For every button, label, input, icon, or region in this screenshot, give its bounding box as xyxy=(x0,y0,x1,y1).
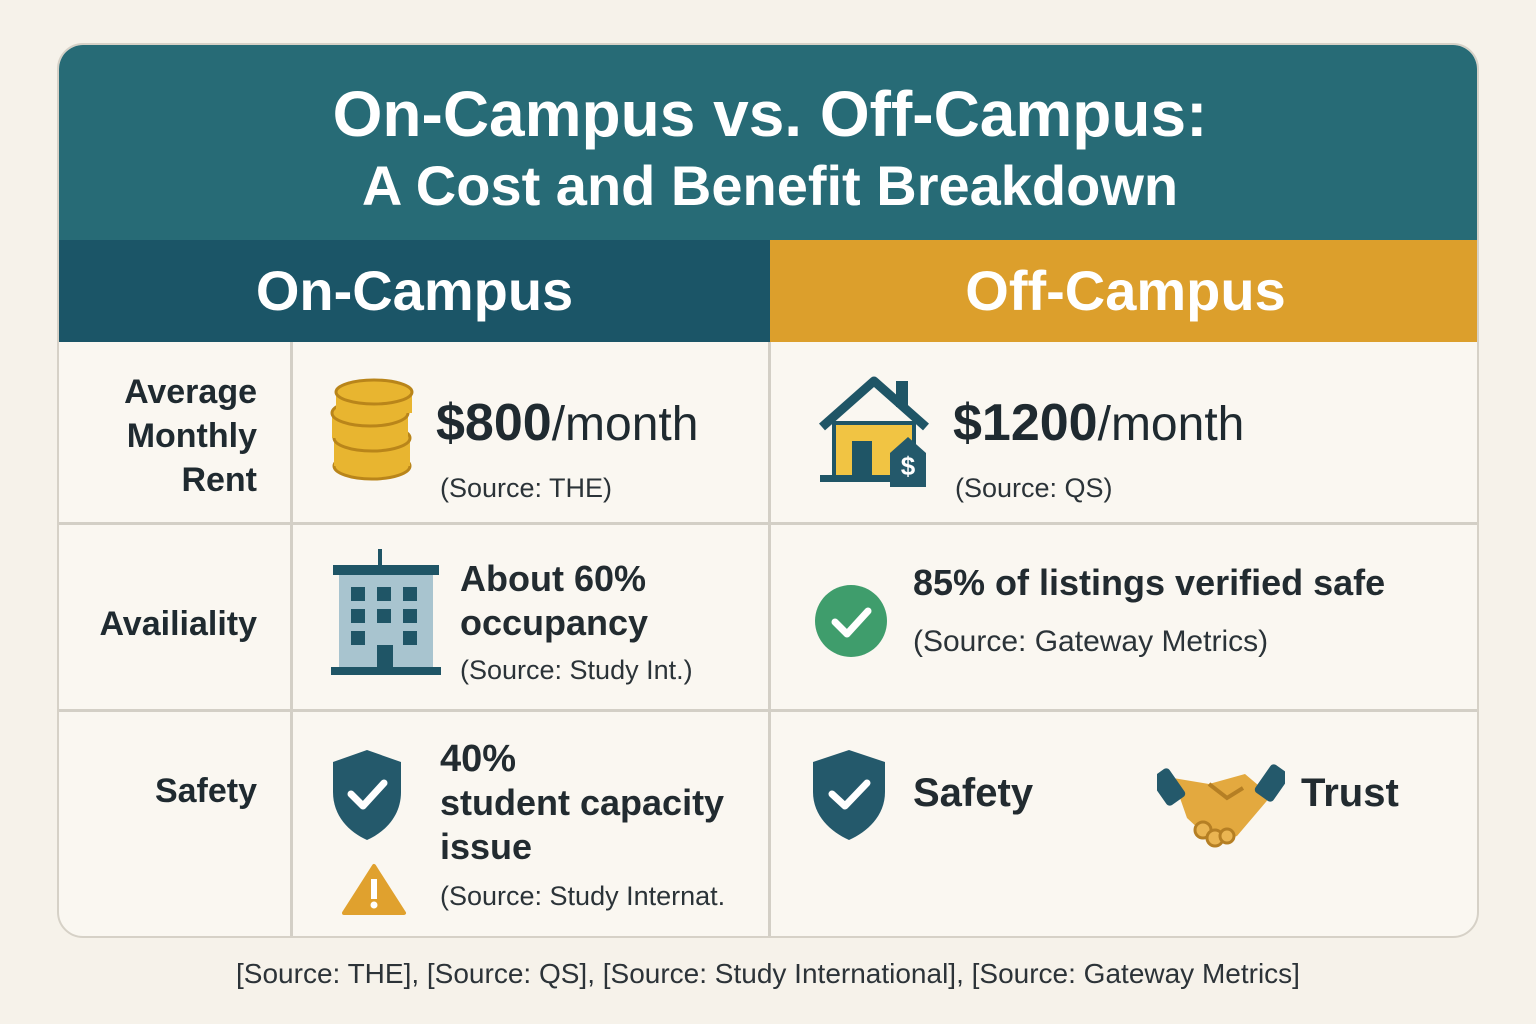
check-icon xyxy=(815,585,887,657)
source: (Source: QS) xyxy=(955,473,1113,503)
building-icon xyxy=(331,549,441,675)
source: (Source: Gateway Metrics) xyxy=(913,625,1269,658)
title: On-Campus vs. Off-Campus: xyxy=(332,78,1208,150)
shield-icon xyxy=(813,750,885,840)
benefit-item: Safety xyxy=(913,771,1034,815)
column-header: Off-Campus xyxy=(770,240,1477,342)
handshake-icon xyxy=(1157,764,1285,848)
cell-border xyxy=(59,709,1477,712)
source: (Source: Study Int.) xyxy=(460,655,693,685)
availability-text: 85% of listings verified safe xyxy=(913,562,1386,603)
highlight: 40% xyxy=(440,738,517,780)
comparison-card: On-Campus vs. Off-Campus: A Cost and Ben… xyxy=(57,43,1479,938)
shield-icon xyxy=(333,750,401,840)
subtitle: A Cost and Benefit Breakdown xyxy=(361,154,1179,217)
safety-text: student capacity issue xyxy=(440,782,725,867)
cell-border xyxy=(290,342,293,936)
cell-border xyxy=(59,522,1477,525)
column-header: On-Campus xyxy=(59,240,770,342)
header xyxy=(59,45,1477,240)
amount: $1200/month xyxy=(953,393,1244,453)
source: (Source: Study Internat. xyxy=(440,881,726,911)
source: (Source: THE) xyxy=(440,473,613,503)
warning-icon xyxy=(342,864,406,915)
cell-border xyxy=(768,342,771,936)
amount-value: $1200 xyxy=(953,394,1098,452)
coins-icon xyxy=(330,378,414,481)
amount-unit: /month xyxy=(1097,398,1245,451)
amount: $800/month xyxy=(436,393,698,453)
benefit-item: Trust xyxy=(1301,771,1399,815)
amount-value: $800 xyxy=(436,394,552,452)
row-label: Safety xyxy=(154,772,257,810)
house-icon: $ xyxy=(819,376,929,487)
row-label: Availiality xyxy=(99,605,257,643)
row-label: Average Monthly Rent xyxy=(124,373,257,499)
svg-text:$: $ xyxy=(901,451,916,481)
availability-text: About 60% occupancy xyxy=(460,558,649,643)
footer: [Source: THE], [Source: QS], [Source: St… xyxy=(236,958,1300,989)
amount-unit: /month xyxy=(551,398,699,451)
